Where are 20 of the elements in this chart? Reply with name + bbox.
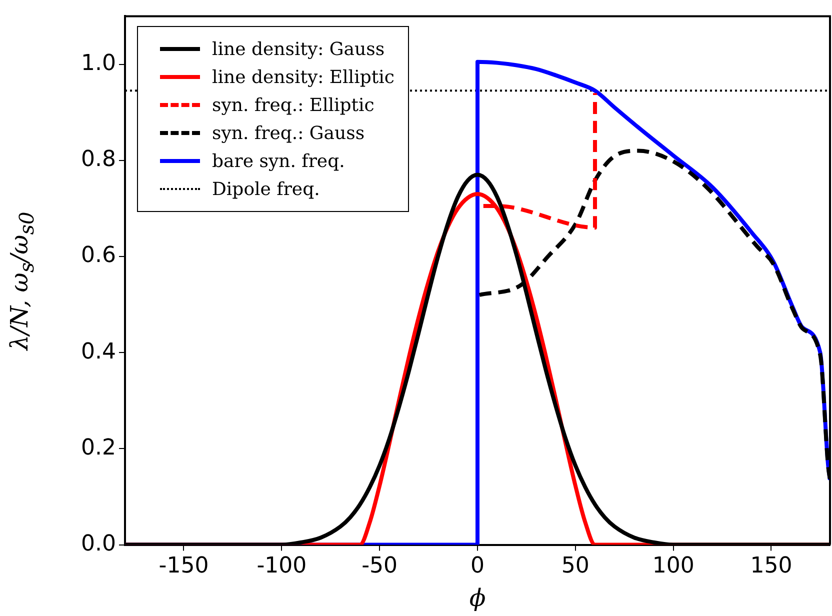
legend-label: bare syn. freq. [212, 150, 345, 172]
x-tick-label: 50 [561, 554, 590, 579]
x-tick-label: 150 [750, 554, 792, 579]
legend-label: line density: Gauss [212, 38, 385, 60]
x-axis-title: ϕ [469, 584, 486, 612]
y-tick-label: 0.8 [80, 147, 116, 172]
legend-label: line density: Elliptic [212, 66, 394, 88]
x-tick-label: -100 [256, 554, 307, 579]
y-tick-label: 0.4 [80, 339, 116, 364]
y-tick-label: 0.6 [80, 243, 116, 268]
y-tick-label: 0.0 [80, 532, 116, 557]
x-tick-label: -50 [362, 554, 398, 579]
x-tick-label: 100 [652, 554, 694, 579]
x-tick-label: 0 [470, 554, 484, 579]
y-tick-label: 1.0 [80, 50, 116, 76]
legend-label: syn. freq.: Elliptic [212, 94, 374, 116]
legend-label: syn. freq.: Gauss [212, 122, 365, 144]
y-tick-label: 0.2 [80, 435, 116, 460]
legend-label: Dipole freq. [212, 178, 320, 200]
x-tick-label: -150 [158, 554, 209, 579]
